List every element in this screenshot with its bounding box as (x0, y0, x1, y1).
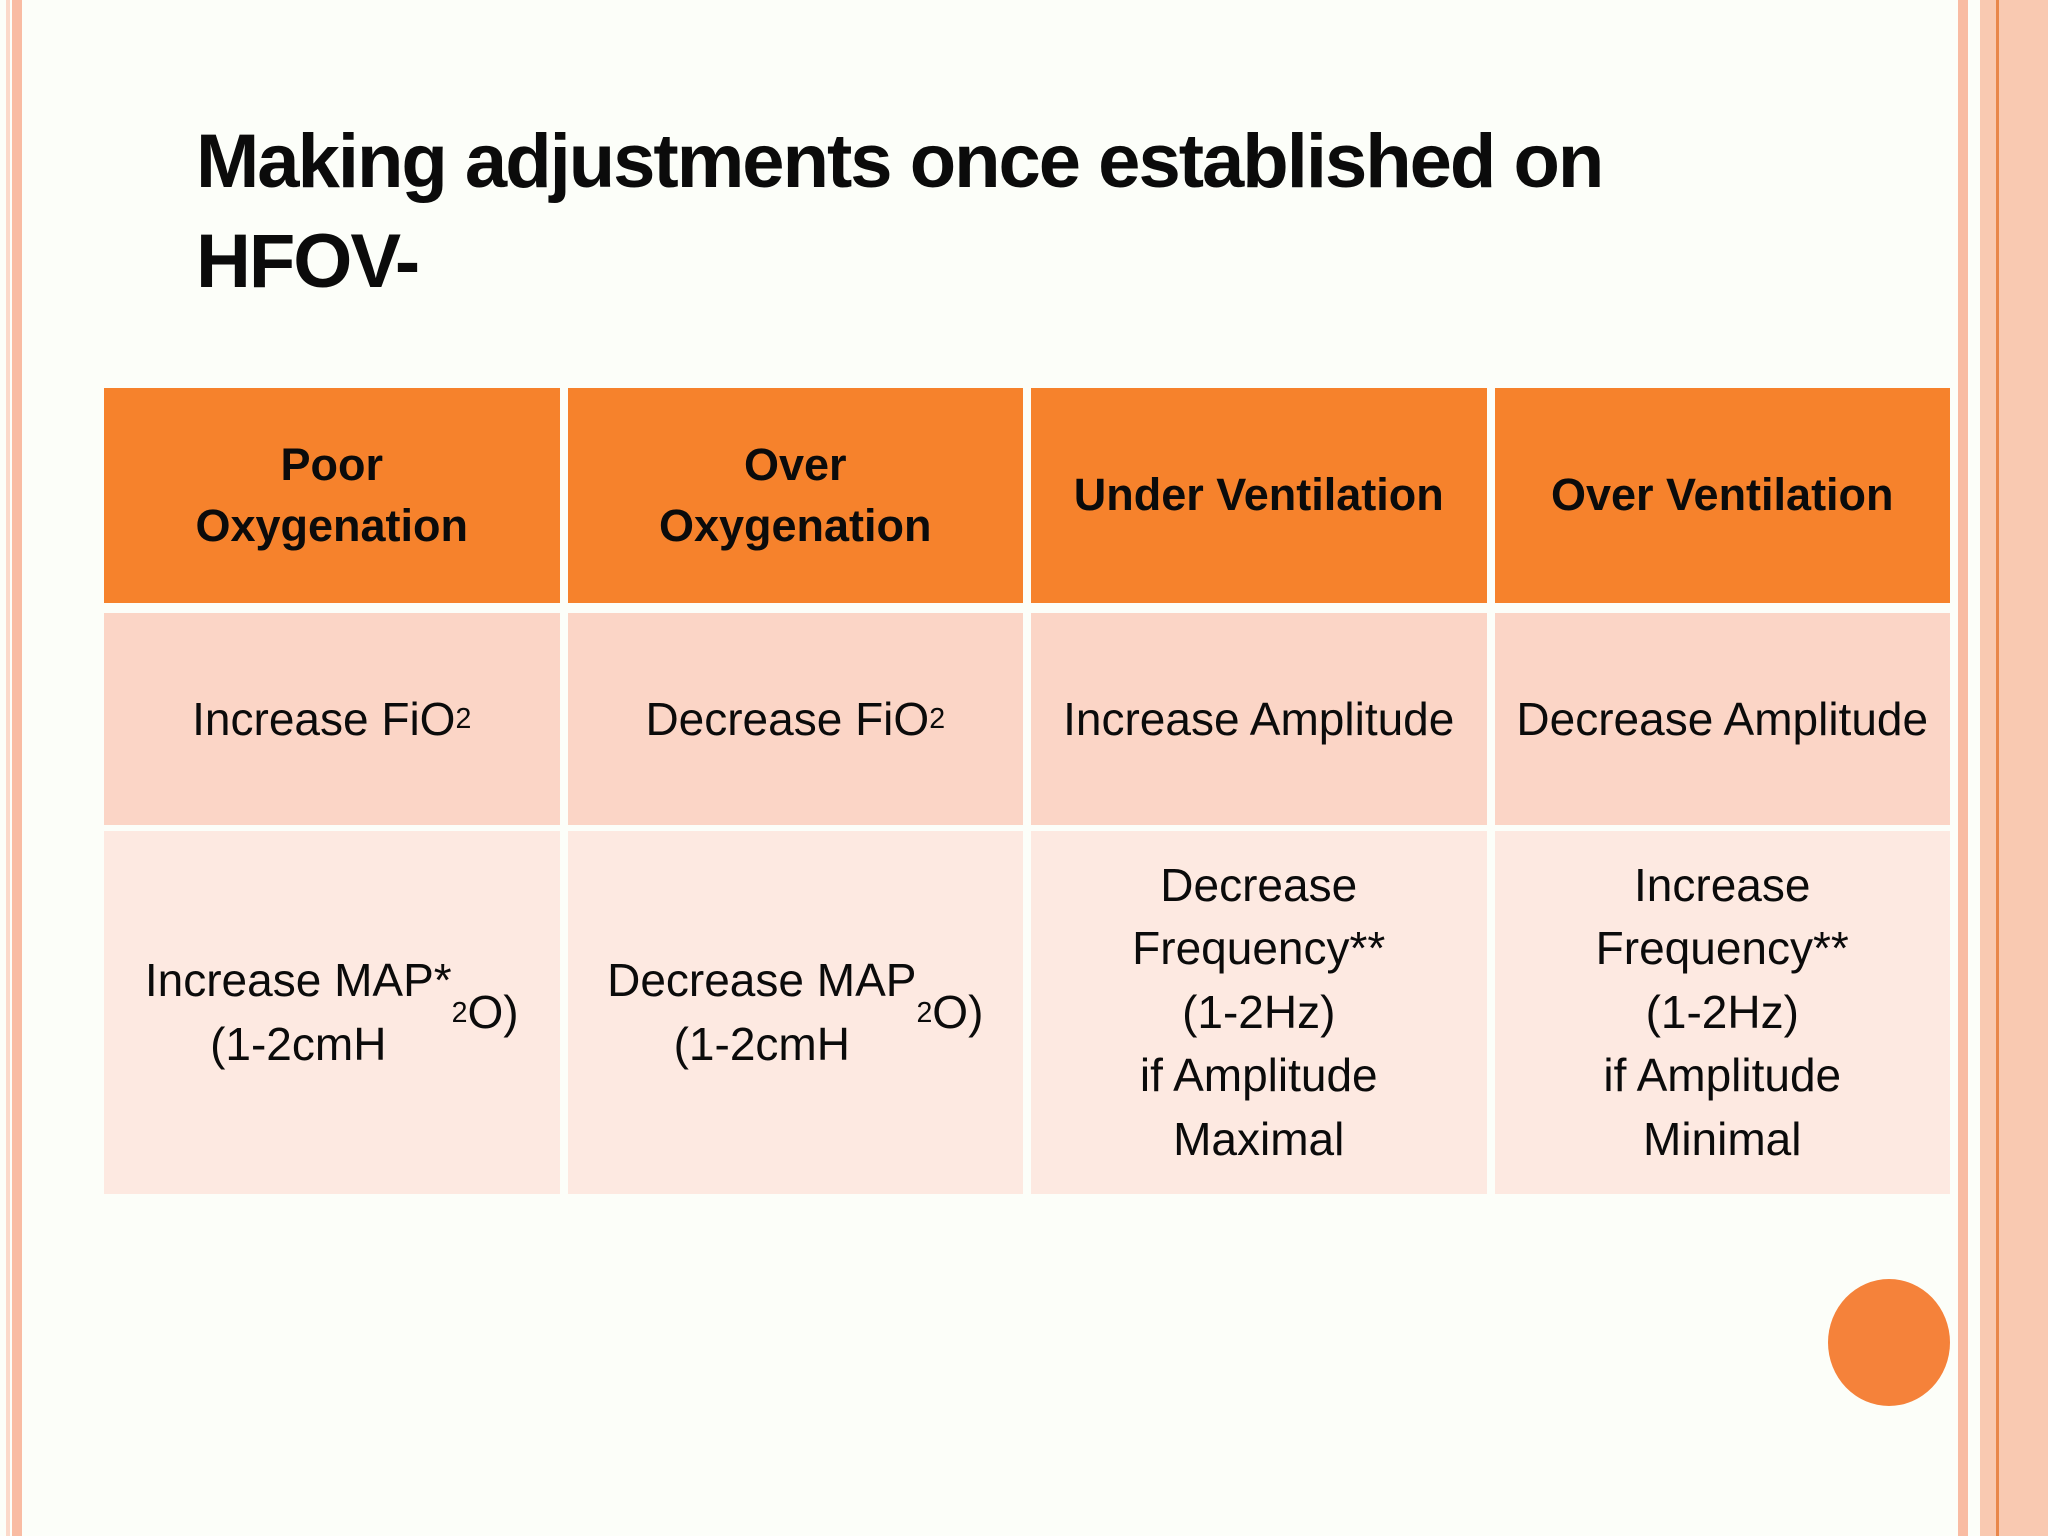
header-cell-under-ventilation: Under Ventilation (1031, 388, 1487, 603)
left-border-stripe-thin (6, 0, 10, 1536)
decorative-circle (1828, 1279, 1950, 1406)
header-cell-over-ventilation: Over Ventilation (1494, 388, 1950, 603)
cell-decrease-amplitude: Decrease Amplitude (1494, 613, 1950, 825)
table-header-row: Poor Oxygenation Over Oxygenation Under Ve… (104, 388, 1950, 603)
header-cell-poor-oxygenation: Poor Oxygenation (104, 388, 560, 603)
page-title: Making adjustments once established on HF… (196, 119, 1604, 305)
cell-increase-fio2: Increase FiO 2 (104, 613, 560, 825)
right-border-band (1980, 0, 2048, 1536)
adjustments-table: Poor Oxygenation Over Oxygenation Under Ve… (104, 388, 1950, 1194)
cell-increase-map: Increase MAP* (1-2cmH 2 O) (104, 831, 560, 1194)
cell-increase-amplitude: Increase Amplitude (1031, 613, 1487, 825)
cell-increase-frequency: Increase Frequency** (1-2Hz) if Amplitude Mi… (1494, 831, 1950, 1194)
cell-decrease-fio2: Decrease FiO 2 (567, 613, 1023, 825)
cell-decrease-map: Decrease MAP (1-2cmH 2 O) (567, 831, 1023, 1194)
cell-decrease-frequency: Decrease Frequency** (1-2Hz) if Amplitude Ma… (1031, 831, 1487, 1194)
table-row-1: Increase FiO 2 Decrease FiO 2 Increase Amp… (104, 613, 1950, 825)
right-border-stripe (1958, 0, 1968, 1536)
right-border-accent-line (1996, 0, 1999, 1536)
header-cell-over-oxygenation: Over Oxygenation (567, 388, 1023, 603)
left-border-stripe (12, 0, 22, 1536)
table-row-2: Increase MAP* (1-2cmH 2 O) Decrease MAP (1-2… (104, 831, 1950, 1194)
